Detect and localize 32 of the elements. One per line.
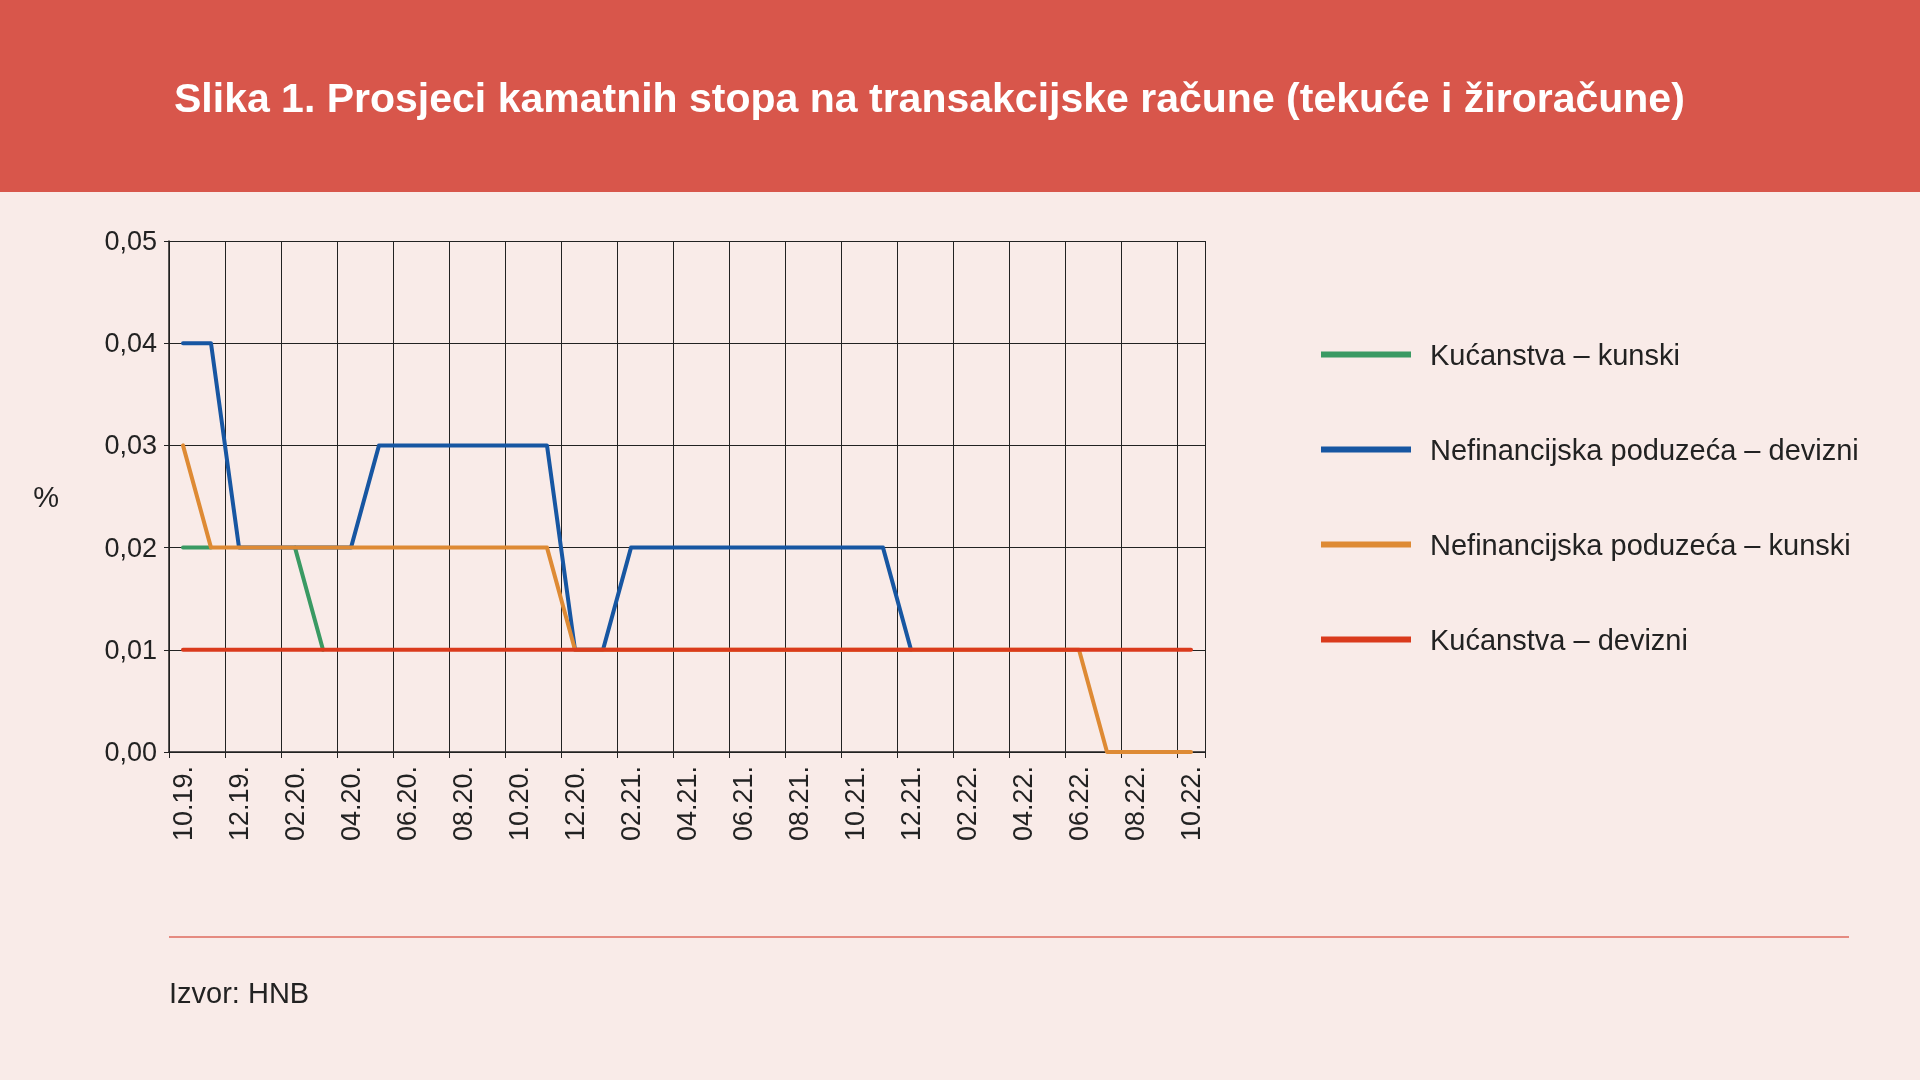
x-tick-label: 06.21. — [728, 766, 758, 842]
x-tick-label: 08.21. — [784, 766, 814, 842]
y-axis-title: % — [33, 480, 59, 513]
x-tick-label: 04.21. — [672, 766, 702, 842]
y-tick-label: 0,00 — [104, 737, 157, 767]
legend-label: Nefinancijska poduzeća – kunski — [1430, 528, 1851, 561]
x-tick-label: 12.19. — [224, 766, 254, 842]
y-tick-label: 0,02 — [104, 532, 157, 563]
x-tick-label: 02.20. — [280, 766, 310, 842]
legend-label: Kućanstva – kunski — [1430, 338, 1680, 371]
legend-label: Kućanstva – devizni — [1430, 623, 1688, 656]
chart-title: Slika 1. Prosjeci kamatnih stopa na transakcijske račune (tekuće i žiroračune) — [174, 74, 1685, 121]
y-tick-label: 0,03 — [104, 430, 157, 461]
x-tick-label: 12.21. — [896, 766, 926, 842]
x-tick-label: 12.20. — [560, 766, 590, 842]
y-tick-label: 0,05 — [104, 226, 157, 256]
x-tick-label: 08.22. — [1120, 766, 1150, 842]
y-tick-label: 0,01 — [104, 634, 157, 665]
x-tick-label: 02.22. — [952, 766, 982, 842]
x-tick-label: 04.22. — [1008, 766, 1038, 842]
y-tick-label: 0,04 — [104, 328, 157, 359]
x-tick-label: 08.20. — [448, 766, 478, 842]
text: Izvor: HNB — [169, 976, 310, 1009]
x-tick-label: 10.20. — [504, 766, 534, 842]
x-tick-label: 04.20. — [336, 766, 366, 842]
x-tick-label: 06.22. — [1064, 766, 1094, 842]
x-tick-label: 10.21. — [840, 766, 870, 842]
x-tick-label: 06.20. — [392, 766, 422, 842]
x-tick-label: 10.22. — [1176, 766, 1206, 842]
legend-label: Nefinancijska poduzeća – devizni — [1430, 433, 1859, 466]
x-tick-label: 10.19. — [168, 766, 198, 842]
x-tick-label: 02.21. — [616, 766, 646, 842]
